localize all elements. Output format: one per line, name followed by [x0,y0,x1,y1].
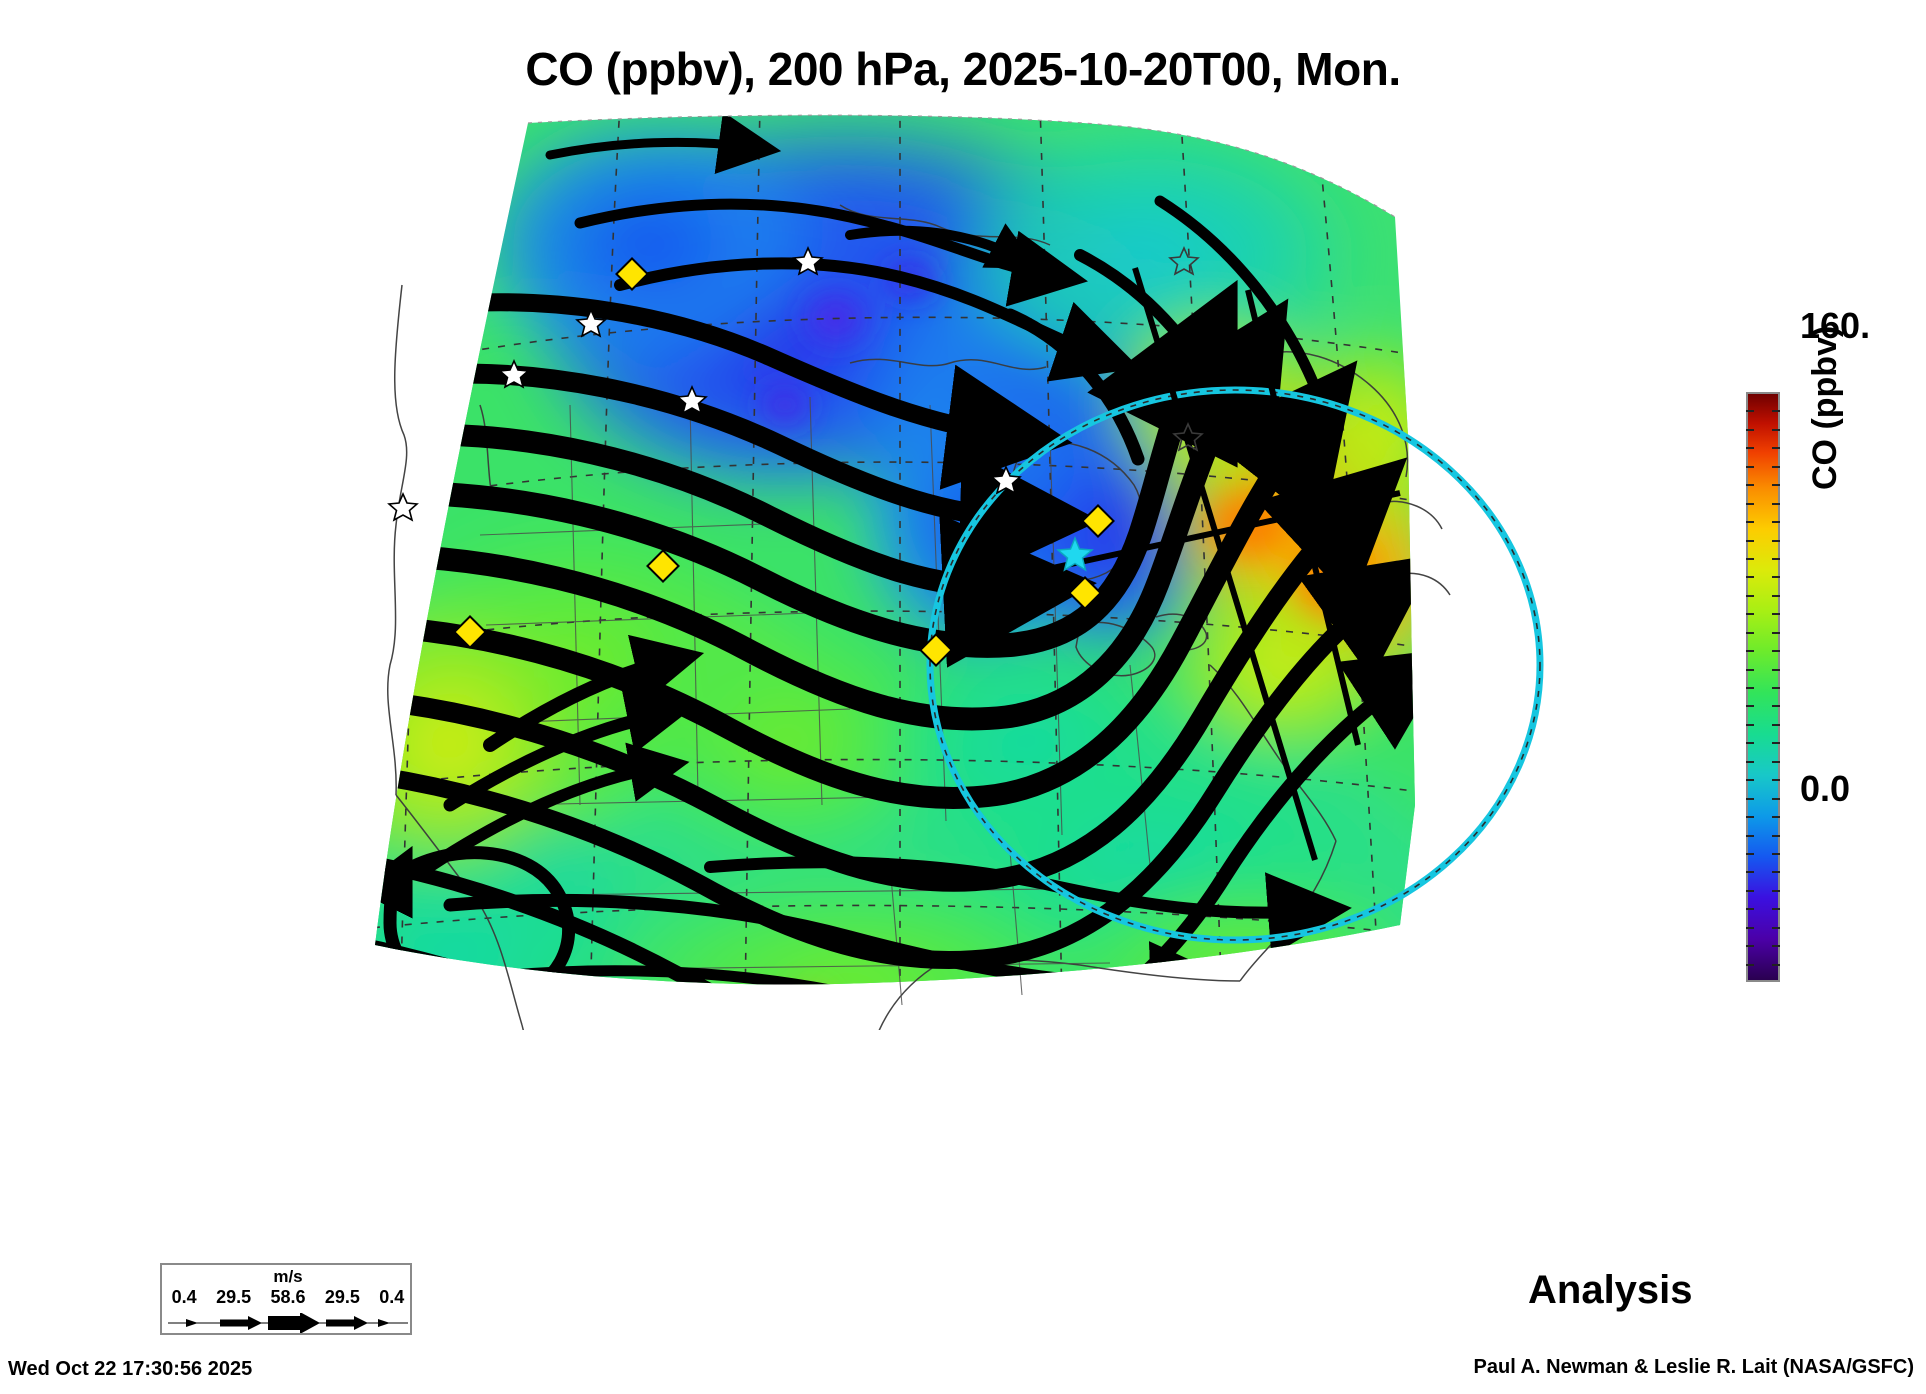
colorbar-tick [1772,834,1780,837]
colorbar-axis-label: CO (ppbv) [1806,325,1844,490]
colorbar-tick [1772,945,1780,948]
wind-legend-values: 0.4 29.5 58.6 29.5 0.4 [162,1287,414,1308]
page-title: CO (ppbv), 200 hPa, 2025-10-20T00, Mon. [525,43,1401,95]
colorbar-tick [1746,797,1754,800]
colorbar-tick [1772,594,1780,597]
colorbar-tick [1772,816,1780,819]
colorbar-tick [1746,650,1754,653]
colorbar-tick [1746,521,1754,524]
colorbar-tick [1772,889,1780,892]
colorbar-tick [1772,779,1780,782]
open-star-marker [1168,246,1204,452]
colorbar-tick [1772,742,1780,745]
colorbar-tick [1746,410,1754,413]
colorbar-tick [1772,465,1780,468]
colorbar-tick [1772,908,1780,911]
colorbar-tick [1772,631,1780,634]
map-figure[interactable] [150,105,1570,1030]
colorbar-tick [1772,521,1780,524]
analysis-label: Analysis [1528,1268,1693,1312]
domain-boundary-top [527,114,1396,218]
colorbar-tick [1772,705,1780,708]
base-station-cyan-star[interactable] [1056,536,1094,572]
colorbar-tick [1772,447,1780,450]
colorbar-tick [1772,687,1780,689]
colorbar-tick [1772,428,1780,431]
colorbar[interactable] [1746,392,1786,982]
colorbar-tick [1772,557,1780,560]
colorbar-tick [1746,576,1754,579]
colorbar-tick [1746,594,1754,597]
wind-legend-value: 0.4 [171,1287,197,1307]
colorbar-tick [1746,742,1754,745]
colorbar-tick [1746,945,1754,948]
colorbar-tick [1772,963,1780,966]
colorbar-tick [1772,484,1780,487]
colorbar-tick [1746,760,1754,763]
colorbar-tick [1746,779,1754,782]
colorbar-tick [1746,502,1754,505]
colorbar-tick [1746,889,1754,892]
colorbar-tick [1772,797,1780,800]
colorbar-tick [1746,631,1754,634]
colorbar-tick [1746,687,1754,689]
station-markers[interactable] [387,246,1204,667]
colorbar-tick [1772,852,1780,855]
colorbar-tick [1772,760,1780,763]
wind-streamlines [375,115,1415,985]
colorbar-tick [1772,723,1780,726]
wind-legend-unit: m/s [273,1267,303,1286]
colorbar-tick [1746,852,1754,855]
colorbar-tick [1746,668,1754,671]
colorbar-tick [1772,613,1780,616]
colorbar-tick [1746,447,1754,450]
colorbar-tick [1772,650,1780,653]
colorbar-tick [1746,926,1754,929]
colorbar-tick [1772,502,1780,505]
colorbar-tick [1772,871,1780,874]
colorbar-tick [1772,539,1780,542]
credit-line: Paul A. Newman & Leslie R. Lait (NASA/GS… [1473,1356,1914,1378]
colorbar-tick [1746,613,1754,616]
colorbar-tick [1746,816,1754,819]
colorbar-tick [1772,576,1780,579]
colorbar-max-label: 160. [1800,305,1871,346]
colorbar-tick [1746,871,1754,874]
wind-speed-legend: m/s 0.4 29.5 58.6 29.5 0.4 [160,1263,412,1335]
yellow-diamond-marker [453,257,1115,667]
colorbar-tick [1746,963,1754,966]
colorbar-tick [1746,723,1754,726]
colorbar-tick [1772,668,1780,671]
wind-legend-value: 58.6 [270,1287,306,1307]
colorbar-min-label: 0.0 [1800,768,1851,809]
wind-legend-arrows [168,1313,408,1333]
colorbar-tick [1746,465,1754,468]
white-star-marker [387,246,1022,522]
flight-range-circle-outline [929,389,1541,941]
colorbar-ticks [1746,392,1780,982]
colorbar-tick [1746,908,1754,911]
colorbar-tick [1746,539,1754,542]
colorbar-tick [1746,428,1754,431]
wind-legend-value: 29.5 [216,1287,252,1307]
colorbar-tick [1772,926,1780,929]
wind-legend-value: 0.4 [379,1287,405,1307]
wind-legend-value: 29.5 [324,1287,360,1307]
map-panel[interactable] [150,105,1570,1030]
generation-timestamp: Wed Oct 22 17:30:56 2025 [8,1358,253,1380]
colorbar-tick [1746,834,1754,837]
colorbar-tick [1746,484,1754,487]
colorbar-tick [1746,557,1754,560]
colorbar-tick [1746,705,1754,708]
colorbar-tick [1772,410,1780,413]
